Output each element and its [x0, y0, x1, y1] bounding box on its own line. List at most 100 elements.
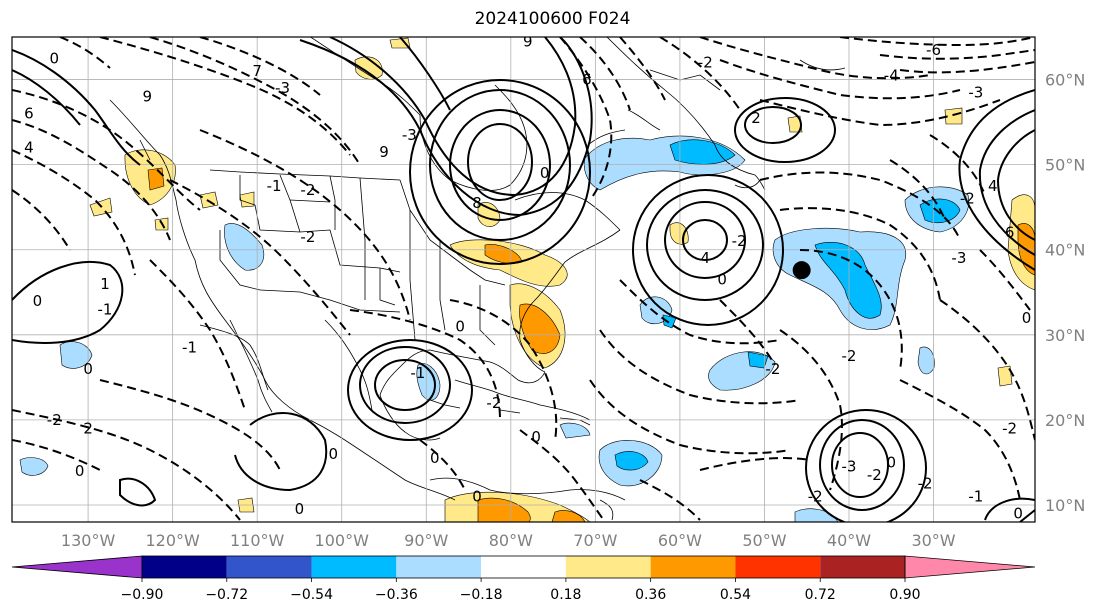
colorbar-label: −0.72	[205, 587, 248, 603]
contour-label: 0	[540, 164, 550, 182]
longitude-label: 60°W	[658, 531, 702, 550]
contour-label: 6	[1005, 224, 1015, 242]
longitude-label: 40°W	[827, 531, 871, 550]
colorbar-label: −0.90	[121, 587, 164, 603]
contour-label: 7	[252, 62, 262, 80]
colorbar-labels: −0.90 −0.72 −0.54 −0.36 −0.18 0.18 0.36 0.54 0.7…	[121, 587, 921, 603]
colorbar-label: −0.18	[460, 587, 503, 603]
contour-label: 4	[700, 249, 710, 267]
contour-label: -2	[1002, 419, 1017, 437]
longitude-label: 90°W	[404, 531, 448, 550]
colorbar-segment	[142, 556, 227, 578]
colorbar-label: 0.72	[805, 587, 836, 603]
map-frame	[11, 36, 1036, 523]
coastlines	[109, 37, 846, 521]
contour-label: -2	[918, 475, 933, 493]
contour-label: 2	[83, 419, 93, 437]
colorbar-segment	[820, 556, 905, 578]
contour-label: -3	[402, 126, 417, 144]
contour-label: 0	[295, 500, 305, 518]
contour-label: -3	[842, 458, 857, 476]
contour-label: -2	[486, 394, 501, 412]
contour-label: -2	[842, 347, 857, 365]
colorbar-label: 0.18	[550, 587, 581, 603]
colorbar-extend-max	[904, 555, 1036, 579]
latitude-label: 60°N	[1045, 71, 1085, 90]
colorbar-segment	[396, 556, 482, 578]
contour-label: 1	[100, 275, 110, 293]
contour-label: 0	[1013, 504, 1023, 522]
contour-label: -1	[267, 177, 282, 195]
contour-label: 0	[472, 487, 482, 505]
contour-label: -4	[884, 66, 899, 84]
contour-label: 9	[523, 32, 533, 50]
contour-label: 4	[988, 177, 998, 195]
contour-label: -2	[698, 54, 713, 72]
contour-label: -2	[732, 232, 747, 250]
contour-label: 6	[24, 105, 34, 123]
latitude-label: 30°N	[1045, 326, 1085, 345]
contour-label: 0	[49, 49, 59, 67]
contour-label: -1	[968, 487, 983, 505]
contour-label: -2	[960, 190, 975, 208]
colorbar-label: −0.54	[290, 587, 333, 603]
longitude-label: 100°W	[315, 531, 370, 550]
contour-label: 0	[1022, 309, 1032, 327]
contour-label: 4	[24, 139, 34, 157]
latitude-labels: 60°N 50°N 40°N 30°N 20°N 10°N	[1045, 71, 1085, 515]
map-title: 2024100600 F024	[474, 9, 631, 29]
contour-label: 8	[472, 194, 482, 212]
contour-label: -1	[410, 364, 425, 382]
contour-label: 0	[75, 462, 85, 480]
latitude-label: 40°N	[1045, 241, 1085, 260]
contour-label: -6	[926, 41, 941, 59]
contour-label: -2	[867, 466, 882, 484]
contour-label: 0	[886, 453, 896, 471]
contour-label: 0	[717, 271, 727, 289]
location-marker	[792, 261, 811, 280]
colorbar-label: −0.36	[375, 587, 418, 603]
contour-label: 2	[751, 109, 761, 127]
contour-label: -1	[182, 339, 197, 357]
contour-label: -2	[300, 228, 315, 246]
longitude-label: 30°W	[911, 531, 955, 550]
longitude-label: 70°W	[573, 531, 617, 550]
contours-positive	[12, 37, 1035, 522]
colorbar-segment	[650, 556, 736, 578]
contour-label: 0	[328, 445, 338, 463]
contour-label: -3	[275, 79, 290, 97]
longitude-label: 110°W	[230, 531, 285, 550]
latitude-label: 20°N	[1045, 411, 1085, 430]
contour-label: -2	[47, 411, 62, 429]
longitude-label: 80°W	[489, 531, 533, 550]
contour-label: 0	[531, 428, 541, 446]
latitude-label: 50°N	[1045, 156, 1085, 175]
contour-label: 0	[83, 360, 93, 378]
colorbar-outline	[141, 555, 906, 579]
colorbar-segment	[735, 556, 821, 578]
colorbar-segment	[565, 556, 651, 578]
longitude-label: 120°W	[145, 531, 200, 550]
colorbar-label: 0.54	[720, 587, 751, 603]
contour-label: 9	[379, 143, 389, 161]
colorbar	[11, 555, 1036, 582]
contour-label: 6	[582, 71, 592, 89]
colorbar-segment	[226, 556, 312, 578]
contour-label: -2	[765, 360, 780, 378]
longitude-label: 50°W	[742, 531, 786, 550]
contours-negative	[12, 37, 1035, 522]
contour-label: 0	[33, 292, 43, 310]
colorbar-extend-min	[11, 555, 143, 579]
latitude-label: 10°N	[1045, 496, 1085, 515]
contour-label: 9	[142, 88, 152, 106]
longitude-label: 130°W	[61, 531, 116, 550]
contour-label: -3	[968, 83, 983, 101]
colorbar-label: 0.90	[889, 587, 920, 603]
contour-label: -3	[951, 249, 966, 267]
contour-label: 0	[430, 449, 440, 467]
colorbar-segment	[481, 556, 566, 578]
colorbar-label: 0.36	[635, 587, 666, 603]
longitude-labels: 130°W 120°W 110°W 100°W 90°W 80°W 70°W 60°W 50°W…	[61, 531, 956, 550]
